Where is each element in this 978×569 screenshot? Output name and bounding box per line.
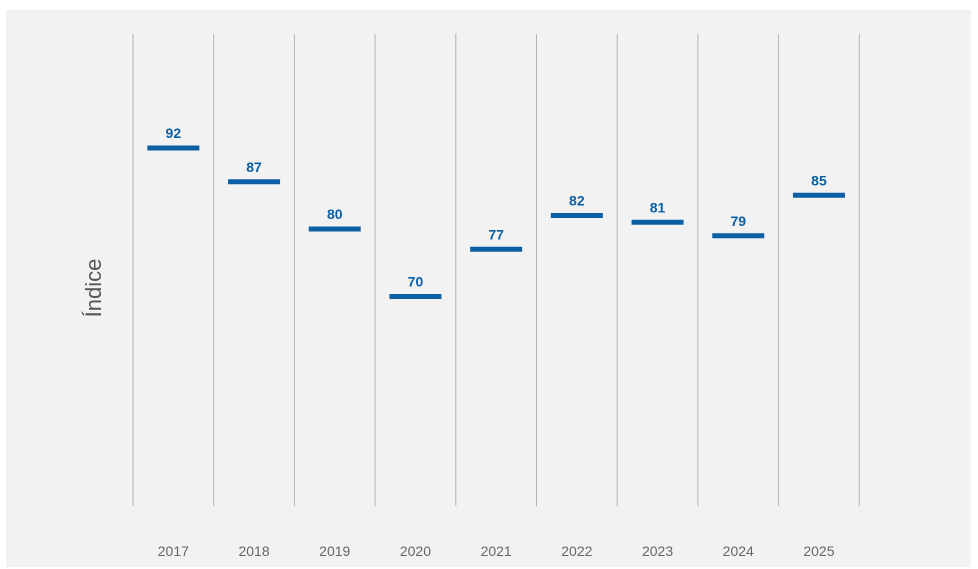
data-label-2021: 77: [488, 226, 504, 242]
data-label-2017: 92: [166, 125, 182, 141]
data-mark-2022: [550, 213, 603, 218]
data-mark-2024: [712, 233, 765, 239]
data-mark-2018: [228, 179, 281, 185]
data-mark-2017: [147, 145, 200, 151]
data-mark-2020: [389, 294, 442, 299]
data-label-2023: 81: [650, 199, 666, 215]
data-label-2020: 70: [408, 274, 424, 290]
x-tick-2017: 2017: [158, 543, 189, 559]
data-labels: 92 87 80 70 77 82 81 79 85: [166, 125, 827, 290]
x-tick-2021: 2021: [481, 543, 512, 559]
x-axis-ticks: 2017 2018 2019 2020 2021 2022 2023 2024 2025: [158, 543, 835, 559]
x-tick-2025: 2025: [803, 543, 834, 559]
x-tick-2024: 2024: [723, 543, 754, 559]
data-mark-2021: [470, 246, 523, 252]
column-separators: [132, 34, 860, 506]
x-tick-2020: 2020: [400, 543, 431, 559]
data-label-2019: 80: [327, 206, 343, 222]
data-label-2025: 85: [811, 172, 827, 188]
data-label-2024: 79: [730, 213, 746, 229]
y-axis-label: Índice: [81, 259, 106, 318]
data-mark-2025: [792, 192, 845, 198]
data-mark-2019: [308, 226, 361, 232]
data-label-2022: 82: [569, 193, 585, 209]
data-marks: [147, 145, 845, 299]
chart-panel: 92 87 80 70 77 82 81 79 85 2017 2018 2019 2020 2021 2…: [6, 10, 971, 567]
x-tick-2022: 2022: [561, 543, 592, 559]
x-tick-2018: 2018: [238, 543, 269, 559]
data-mark-2023: [631, 219, 684, 225]
x-tick-2019: 2019: [319, 543, 350, 559]
x-tick-2023: 2023: [642, 543, 673, 559]
data-label-2018: 87: [246, 159, 262, 175]
